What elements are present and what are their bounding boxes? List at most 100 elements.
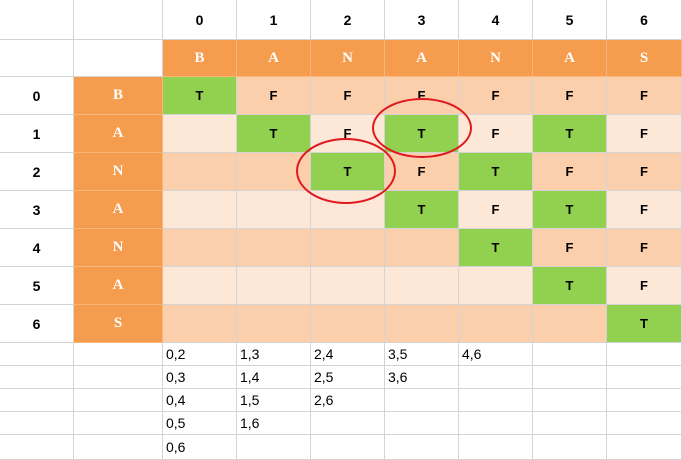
- top-letter-0[interactable]: B: [163, 40, 237, 77]
- matrix-cell-4-3[interactable]: [385, 229, 459, 267]
- matrix-cell-3-5[interactable]: T: [533, 191, 607, 229]
- pair-cell-0-0[interactable]: 0,2: [163, 343, 237, 366]
- pair-cell-2-3[interactable]: [385, 389, 459, 412]
- matrix-cell-2-5[interactable]: F: [533, 153, 607, 191]
- pair-cell-4-3[interactable]: [385, 435, 459, 460]
- top-letter-5[interactable]: A: [533, 40, 607, 77]
- column-header-0[interactable]: 0: [163, 0, 237, 40]
- column-header-3[interactable]: 3: [385, 0, 459, 40]
- pair-cell-2-6[interactable]: [607, 389, 682, 412]
- pair-cell-3-2[interactable]: [311, 412, 385, 435]
- matrix-cell-5-5[interactable]: T: [533, 267, 607, 305]
- matrix-cell-3-1[interactable]: [237, 191, 311, 229]
- matrix-cell-5-6[interactable]: F: [607, 267, 682, 305]
- pair-cell-1-2[interactable]: 2,5: [311, 366, 385, 389]
- column-header-2[interactable]: 2: [311, 0, 385, 40]
- matrix-cell-6-6[interactable]: T: [607, 305, 682, 343]
- side-letter-2[interactable]: N: [74, 153, 163, 191]
- pair-cell-1-0[interactable]: 0,3: [163, 366, 237, 389]
- pair-cell-2-5[interactable]: [533, 389, 607, 412]
- matrix-cell-4-1[interactable]: [237, 229, 311, 267]
- corner-cell[interactable]: [0, 0, 74, 40]
- matrix-cell-4-6[interactable]: F: [607, 229, 682, 267]
- matrix-cell-4-5[interactable]: F: [533, 229, 607, 267]
- column-header-5[interactable]: 5: [533, 0, 607, 40]
- matrix-cell-3-2[interactable]: [311, 191, 385, 229]
- side-letter-4[interactable]: N: [74, 229, 163, 267]
- pair-cell-1-1[interactable]: 1,4: [237, 366, 311, 389]
- matrix-cell-2-6[interactable]: F: [607, 153, 682, 191]
- empty-cell[interactable]: [74, 40, 163, 77]
- row-header-1[interactable]: 1: [0, 115, 74, 153]
- empty-cell[interactable]: [74, 343, 163, 366]
- matrix-cell-0-6[interactable]: F: [607, 77, 682, 115]
- matrix-cell-1-0[interactable]: [163, 115, 237, 153]
- top-letter-4[interactable]: N: [459, 40, 533, 77]
- matrix-cell-1-1[interactable]: T: [237, 115, 311, 153]
- matrix-cell-1-4[interactable]: F: [459, 115, 533, 153]
- matrix-cell-0-0[interactable]: T: [163, 77, 237, 115]
- pair-cell-0-5[interactable]: [533, 343, 607, 366]
- matrix-cell-5-1[interactable]: [237, 267, 311, 305]
- matrix-cell-6-3[interactable]: [385, 305, 459, 343]
- pair-cell-4-6[interactable]: [607, 435, 682, 460]
- row-header-0[interactable]: 0: [0, 77, 74, 115]
- matrix-cell-6-1[interactable]: [237, 305, 311, 343]
- matrix-cell-3-3[interactable]: T: [385, 191, 459, 229]
- matrix-cell-0-3[interactable]: F: [385, 77, 459, 115]
- pair-cell-0-4[interactable]: 4,6: [459, 343, 533, 366]
- matrix-cell-0-5[interactable]: F: [533, 77, 607, 115]
- matrix-cell-4-4[interactable]: T: [459, 229, 533, 267]
- empty-cell[interactable]: [0, 412, 74, 435]
- matrix-cell-3-0[interactable]: [163, 191, 237, 229]
- matrix-cell-3-6[interactable]: F: [607, 191, 682, 229]
- matrix-cell-5-2[interactable]: [311, 267, 385, 305]
- empty-cell[interactable]: [0, 343, 74, 366]
- pair-cell-0-2[interactable]: 2,4: [311, 343, 385, 366]
- column-header-4[interactable]: 4: [459, 0, 533, 40]
- pair-cell-0-3[interactable]: 3,5: [385, 343, 459, 366]
- pair-cell-0-6[interactable]: [607, 343, 682, 366]
- empty-cell[interactable]: [74, 389, 163, 412]
- matrix-cell-2-4[interactable]: T: [459, 153, 533, 191]
- empty-cell[interactable]: [0, 40, 74, 77]
- side-letter-1[interactable]: A: [74, 115, 163, 153]
- empty-cell[interactable]: [74, 435, 163, 460]
- side-letter-5[interactable]: A: [74, 267, 163, 305]
- empty-cell[interactable]: [0, 389, 74, 412]
- matrix-cell-1-6[interactable]: F: [607, 115, 682, 153]
- matrix-cell-4-0[interactable]: [163, 229, 237, 267]
- top-letter-3[interactable]: A: [385, 40, 459, 77]
- side-letter-0[interactable]: B: [74, 77, 163, 115]
- side-letter-3[interactable]: A: [74, 191, 163, 229]
- pair-cell-3-5[interactable]: [533, 412, 607, 435]
- matrix-cell-5-4[interactable]: [459, 267, 533, 305]
- matrix-cell-2-2[interactable]: T: [311, 153, 385, 191]
- pair-cell-3-0[interactable]: 0,5: [163, 412, 237, 435]
- side-letter-6[interactable]: S: [74, 305, 163, 343]
- matrix-cell-0-1[interactable]: F: [237, 77, 311, 115]
- row-header-5[interactable]: 5: [0, 267, 74, 305]
- matrix-cell-1-5[interactable]: T: [533, 115, 607, 153]
- empty-cell[interactable]: [74, 412, 163, 435]
- matrix-cell-6-5[interactable]: [533, 305, 607, 343]
- matrix-cell-2-0[interactable]: [163, 153, 237, 191]
- empty-header-cell[interactable]: [74, 0, 163, 40]
- empty-cell[interactable]: [0, 435, 74, 460]
- empty-cell[interactable]: [0, 366, 74, 389]
- matrix-cell-0-2[interactable]: F: [311, 77, 385, 115]
- pair-cell-4-1[interactable]: [237, 435, 311, 460]
- empty-cell[interactable]: [74, 366, 163, 389]
- pair-cell-2-4[interactable]: [459, 389, 533, 412]
- pair-cell-3-6[interactable]: [607, 412, 682, 435]
- matrix-cell-5-0[interactable]: [163, 267, 237, 305]
- pair-cell-1-4[interactable]: [459, 366, 533, 389]
- pair-cell-4-0[interactable]: 0,6: [163, 435, 237, 460]
- pair-cell-2-0[interactable]: 0,4: [163, 389, 237, 412]
- row-header-4[interactable]: 4: [0, 229, 74, 267]
- matrix-cell-0-4[interactable]: F: [459, 77, 533, 115]
- pair-cell-1-3[interactable]: 3,6: [385, 366, 459, 389]
- matrix-cell-6-0[interactable]: [163, 305, 237, 343]
- pair-cell-4-4[interactable]: [459, 435, 533, 460]
- matrix-cell-2-3[interactable]: F: [385, 153, 459, 191]
